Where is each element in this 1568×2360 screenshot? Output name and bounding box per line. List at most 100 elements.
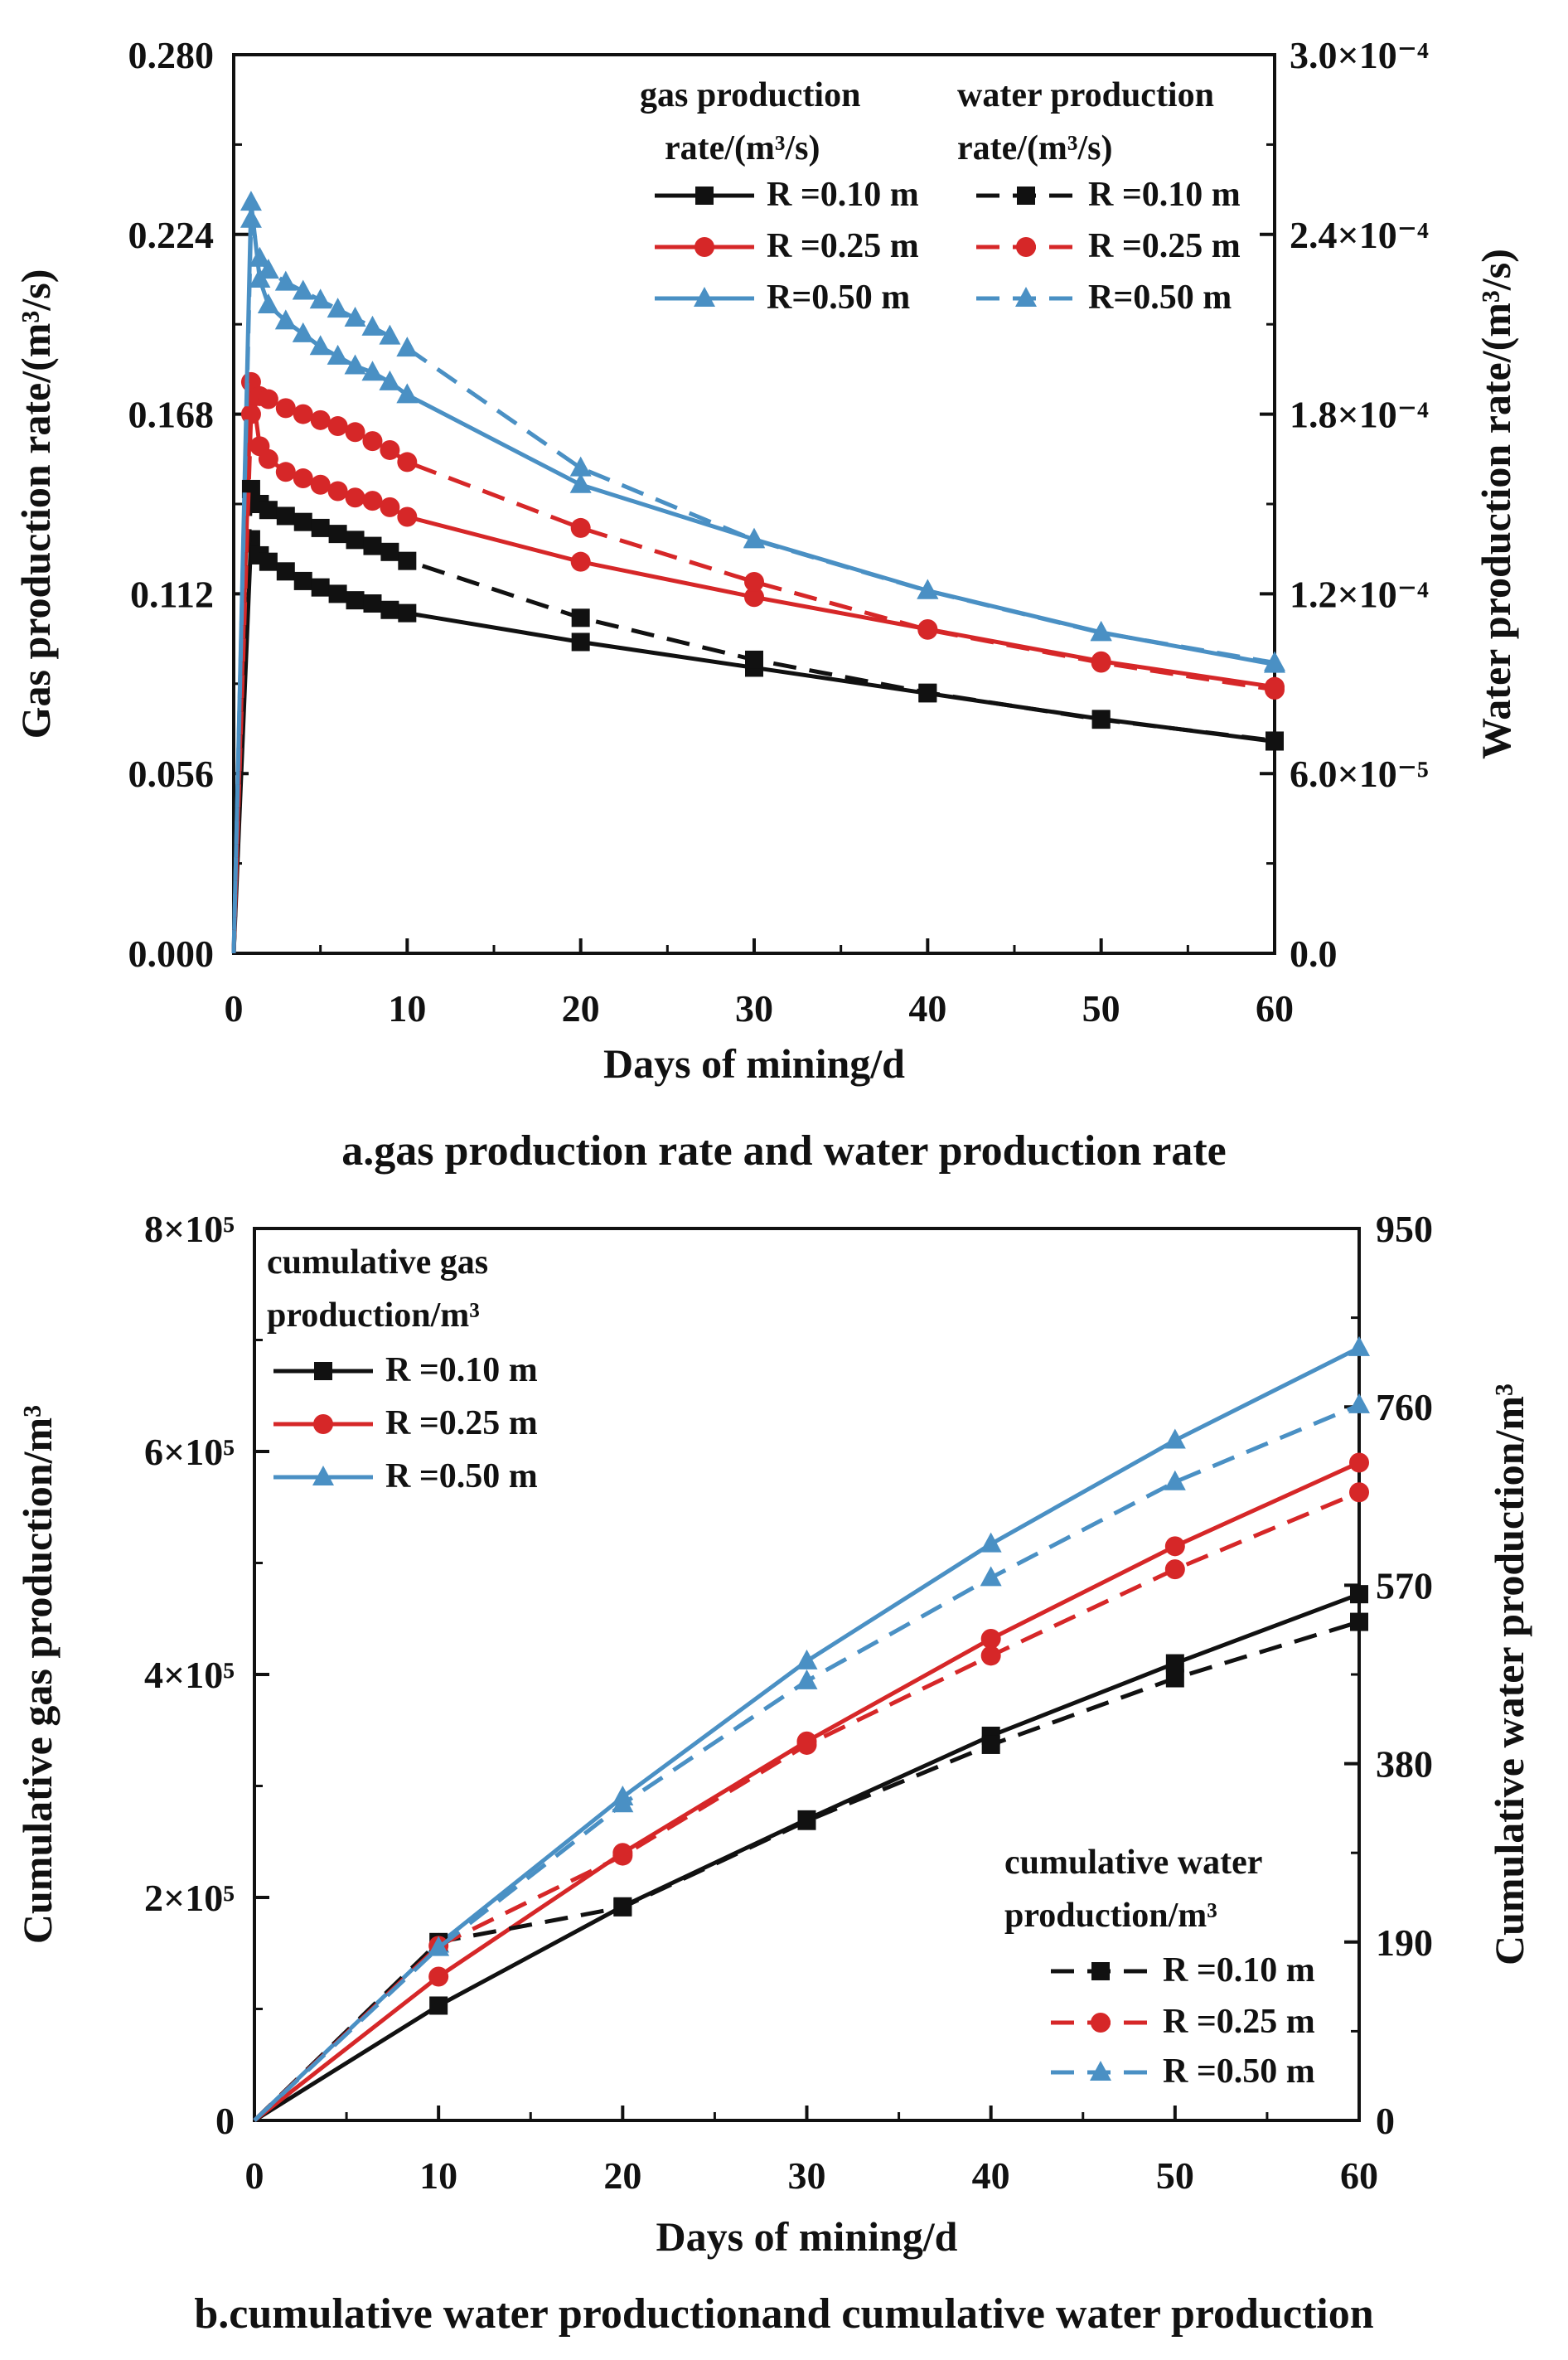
legend-swatch-marker xyxy=(313,1414,333,1434)
data-point xyxy=(293,571,312,590)
data-point xyxy=(1164,1559,1185,1580)
legend-left: gas production rate/(m³/s) R =0.10 m R =0.2… xyxy=(640,76,919,317)
data-point xyxy=(293,404,313,424)
data-point xyxy=(274,309,297,330)
data-point xyxy=(379,370,401,390)
chart-b: 0 10 20 30 40 50 60 0 2×10⁵ 4×10⁵ 6×10⁵ 8×10⁵ 0 190 38… xyxy=(14,1208,1532,2338)
x-tick-label: 50 xyxy=(1082,987,1120,1030)
y-left-tick-label: 0 xyxy=(215,2100,235,2142)
data-point xyxy=(363,594,382,613)
x-tick-label: 0 xyxy=(245,2154,264,2197)
data-point xyxy=(396,337,419,357)
legend-entry-label: R =0.25 m xyxy=(385,1404,538,1442)
series-right-4 xyxy=(253,1482,1369,2122)
series-right-5 xyxy=(253,1393,1370,2122)
legend-title: cumulative water xyxy=(1004,1844,1262,1882)
legend-swatch-marker xyxy=(1016,237,1036,257)
data-point xyxy=(1165,1669,1184,1688)
y-right-tick-label: 950 xyxy=(1376,1208,1433,1250)
series-right-3 xyxy=(231,479,1284,954)
legend-entry-label: R =0.10 m xyxy=(767,176,919,214)
data-point xyxy=(259,501,278,520)
data-point xyxy=(569,472,592,493)
data-point xyxy=(345,487,365,508)
legend-entry-label: R =0.50 m xyxy=(385,1457,538,1495)
x-tick-label: 30 xyxy=(788,2154,826,2197)
y-right-tick-label: 0.0 xyxy=(1290,933,1338,975)
data-point xyxy=(396,383,419,404)
data-point xyxy=(292,279,314,300)
data-point xyxy=(328,525,347,544)
data-point xyxy=(327,344,349,365)
data-point xyxy=(346,591,365,610)
legend-entry-label: R=0.50 m xyxy=(1088,279,1232,317)
y-left-tick-label: 6×10⁵ xyxy=(144,1431,235,1473)
legend-swatch-marker xyxy=(1015,287,1037,307)
data-point xyxy=(980,1566,1002,1587)
data-point xyxy=(743,528,765,549)
series-right-5 xyxy=(231,207,1285,954)
data-point xyxy=(346,531,365,550)
y-left-tick-label: 0.056 xyxy=(128,753,215,795)
y-left-tick-label: 0.224 xyxy=(128,214,215,256)
data-point xyxy=(380,600,399,619)
data-point xyxy=(1350,1585,1368,1604)
data-point xyxy=(1266,731,1284,750)
y-right-tick-label: 760 xyxy=(1376,1386,1433,1428)
data-point xyxy=(379,324,401,345)
data-point xyxy=(293,512,312,531)
x-tick-label: 0 xyxy=(225,987,244,1030)
legend-swatch-marker xyxy=(1017,187,1035,205)
x-tick-label: 10 xyxy=(388,987,426,1030)
figure-caption: b.cumulative water productionand cumulat… xyxy=(194,2290,1373,2338)
data-point xyxy=(310,474,331,495)
data-point xyxy=(744,571,764,592)
data-point xyxy=(796,1669,818,1689)
legend-entry-label: R =0.50 m xyxy=(1163,2052,1315,2091)
data-point xyxy=(1350,1612,1368,1631)
data-point xyxy=(275,462,296,482)
x-tick-label: 10 xyxy=(419,2154,457,2197)
data-point xyxy=(258,389,278,409)
x-axis-title: Days of mining/d xyxy=(656,2213,958,2260)
x-tick-label: 30 xyxy=(735,987,773,1030)
data-point xyxy=(361,361,384,381)
y-right-axis-title: Cumulative water production/m³ xyxy=(1486,1384,1532,1965)
legend-title: rate/(m³/s) xyxy=(665,129,820,167)
data-point xyxy=(1349,1482,1369,1503)
y-left-tick-label: 0.280 xyxy=(128,34,215,76)
data-point xyxy=(327,298,349,318)
data-point xyxy=(1165,1654,1184,1673)
y-right-tick-label: 0 xyxy=(1376,2100,1395,2142)
data-point xyxy=(612,1845,633,1866)
y-right-tick-label: 190 xyxy=(1376,1921,1433,1964)
x-tick-label: 40 xyxy=(908,987,946,1030)
legend-swatch-marker xyxy=(695,187,714,205)
data-point xyxy=(571,608,590,628)
data-point xyxy=(429,1996,448,2015)
legend-swatch-marker xyxy=(694,237,714,257)
data-point xyxy=(1349,1452,1369,1473)
x-tick-label: 20 xyxy=(562,987,600,1030)
data-point xyxy=(1348,1335,1370,1356)
data-point xyxy=(917,579,939,599)
x-tick-label: 60 xyxy=(1340,2154,1378,2197)
legend-swatch-marker xyxy=(1091,2013,1111,2033)
data-point xyxy=(293,468,313,489)
y-right-tick-label: 3.0×10⁻⁴ xyxy=(1290,34,1429,76)
data-point xyxy=(240,191,262,211)
data-point xyxy=(1091,652,1111,673)
data-point xyxy=(1091,710,1111,729)
legend-title: cumulative gas xyxy=(267,1243,488,1282)
data-point xyxy=(797,1811,816,1830)
x-tick-label: 40 xyxy=(972,2154,1010,2197)
legend-title: gas production xyxy=(640,76,860,114)
data-point xyxy=(309,288,332,309)
y-left-tick-label: 0.112 xyxy=(130,573,214,615)
data-point xyxy=(344,354,366,375)
data-point xyxy=(796,1734,817,1755)
data-point xyxy=(397,452,418,472)
data-point xyxy=(344,306,366,327)
y-right-tick-label: 380 xyxy=(1376,1743,1433,1786)
